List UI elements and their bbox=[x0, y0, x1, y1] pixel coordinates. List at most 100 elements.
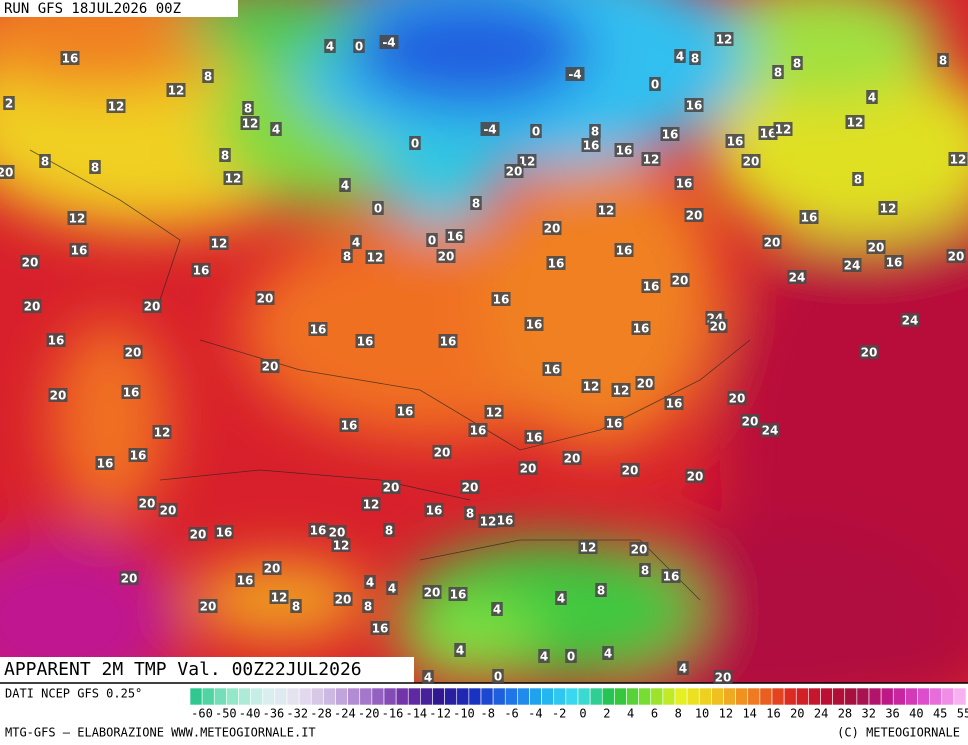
temp-label: 0 bbox=[532, 125, 540, 139]
scale-tick-label: -10 bbox=[453, 707, 475, 721]
temp-label: 20 bbox=[715, 671, 732, 685]
label-box bbox=[937, 53, 949, 67]
scale-tick-label: -16 bbox=[382, 707, 404, 721]
temp-label: 20 bbox=[544, 222, 561, 236]
source-label: DATI NCEP GFS 0.25° bbox=[5, 687, 142, 701]
label-box bbox=[562, 451, 582, 465]
scale-swatch bbox=[201, 687, 215, 706]
label-box bbox=[524, 317, 544, 331]
scale-tick-label: -6 bbox=[504, 707, 518, 721]
label-box bbox=[3, 96, 15, 110]
scale-tick-label: 2 bbox=[603, 707, 610, 721]
scale-swatch bbox=[820, 687, 833, 706]
scale-swatch bbox=[517, 687, 530, 706]
temp-label: 8 bbox=[591, 125, 599, 139]
label-box bbox=[119, 571, 139, 585]
scale-swatch bbox=[347, 687, 361, 706]
label-box bbox=[596, 203, 616, 217]
label-box bbox=[69, 243, 89, 257]
temp-label: 8 bbox=[939, 54, 947, 68]
label-box bbox=[308, 322, 328, 336]
temp-label: 20 bbox=[264, 562, 281, 576]
scale-tick-label: 45 bbox=[933, 707, 947, 721]
label-box bbox=[641, 279, 661, 293]
label-box bbox=[524, 430, 544, 444]
temp-label: 16 bbox=[62, 52, 79, 66]
temp-label: 8 bbox=[774, 66, 782, 80]
label-box bbox=[674, 176, 694, 190]
scale-swatch bbox=[747, 687, 761, 706]
label-box bbox=[331, 538, 351, 552]
temp-label: 20 bbox=[631, 543, 648, 557]
label-box bbox=[454, 643, 466, 657]
label-box bbox=[436, 249, 456, 263]
temp-label: -4 bbox=[568, 68, 581, 82]
label-box bbox=[504, 164, 524, 178]
temp-label: 16 bbox=[760, 127, 777, 141]
scale-swatch bbox=[771, 687, 785, 706]
scale-swatch bbox=[468, 687, 482, 706]
scale-swatch bbox=[662, 687, 676, 706]
temp-label: 12 bbox=[486, 406, 503, 420]
scale-tick-label: -4 bbox=[528, 707, 542, 721]
temp-label: 20 bbox=[520, 462, 537, 476]
label-box bbox=[542, 221, 562, 235]
label-box bbox=[629, 542, 649, 556]
scale-tick-label: 24 bbox=[814, 707, 828, 721]
scale-tick-label: -36 bbox=[263, 707, 285, 721]
label-box bbox=[152, 425, 172, 439]
label-box bbox=[478, 514, 498, 528]
label-box bbox=[542, 362, 562, 376]
temp-label: 4 bbox=[388, 582, 396, 596]
scale-swatch bbox=[589, 687, 603, 706]
temp-label: 8 bbox=[244, 102, 252, 116]
footer-left: MTG-GFS — ELABORAZIONE WWW.METEOGIORNALE… bbox=[5, 726, 316, 740]
temp-label: 4 bbox=[679, 662, 687, 676]
label-box bbox=[22, 299, 42, 313]
temp-label: 16 bbox=[48, 334, 65, 348]
scale-swatch bbox=[323, 687, 336, 706]
scale-swatch bbox=[541, 687, 555, 706]
temp-label: 16 bbox=[310, 323, 327, 337]
scale-swatch bbox=[189, 687, 203, 706]
label-box bbox=[530, 124, 542, 138]
label-box bbox=[188, 527, 208, 541]
label-box bbox=[670, 273, 690, 287]
label-box bbox=[214, 525, 234, 539]
temp-label: 16 bbox=[357, 335, 374, 349]
label-box bbox=[518, 461, 538, 475]
label-box bbox=[395, 404, 415, 418]
label-box bbox=[255, 291, 275, 305]
scale-tick-label: 32 bbox=[862, 707, 876, 721]
temp-label: 20 bbox=[434, 446, 451, 460]
label-box bbox=[89, 160, 101, 174]
scale-swatch bbox=[686, 687, 700, 706]
label-box bbox=[713, 670, 733, 684]
label-box bbox=[661, 569, 681, 583]
label-box bbox=[484, 405, 504, 419]
temp-label: 20 bbox=[564, 452, 581, 466]
temp-label: 4 bbox=[540, 650, 548, 664]
temp-label: 16 bbox=[583, 139, 600, 153]
temp-label: 16 bbox=[801, 211, 818, 225]
scale-swatch bbox=[335, 687, 348, 706]
label-box bbox=[370, 621, 390, 635]
label-box bbox=[859, 345, 879, 359]
label-box bbox=[20, 255, 40, 269]
label-box bbox=[460, 480, 480, 494]
label-box bbox=[842, 258, 862, 272]
temp-label: 20 bbox=[743, 155, 760, 169]
label-box bbox=[614, 143, 634, 157]
temp-label: 4 bbox=[352, 236, 360, 250]
temp-label: 16 bbox=[310, 524, 327, 538]
temp-label: 16 bbox=[341, 419, 358, 433]
scale-swatch bbox=[480, 687, 494, 706]
label-box bbox=[327, 525, 347, 539]
scale-swatch bbox=[456, 687, 470, 706]
scale-swatch bbox=[274, 687, 288, 706]
scale-tick-label: 16 bbox=[766, 707, 780, 721]
temp-label: 8 bbox=[364, 600, 372, 614]
temp-label: 16 bbox=[633, 322, 650, 336]
label-box bbox=[866, 240, 886, 254]
temp-label: 0 bbox=[411, 137, 419, 151]
